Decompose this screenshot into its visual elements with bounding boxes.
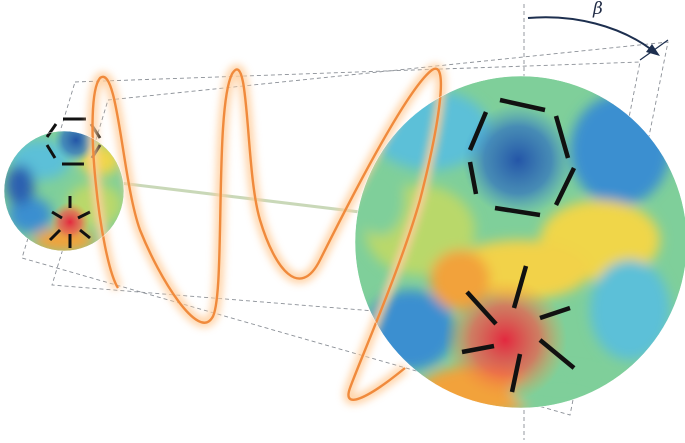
- star-defect-icon: [48, 196, 91, 248]
- rotation-arrow-icon: [527, 16, 653, 51]
- propagation-axis: [119, 181, 361, 214]
- angle-beta-label: β: [592, 0, 603, 19]
- hexagon-defect-icon: [467, 97, 577, 218]
- large-phase-disk: [355, 76, 685, 408]
- large-disk-outline: [354, 75, 685, 409]
- rotation-tick: [639, 39, 669, 61]
- rotation-angle-indicator: β: [527, 0, 669, 61]
- wave-line: [91, 67, 443, 401]
- helical-wave: [87, 63, 446, 405]
- small-disk-outline: [3, 130, 125, 252]
- star-defect-icon: [461, 265, 576, 393]
